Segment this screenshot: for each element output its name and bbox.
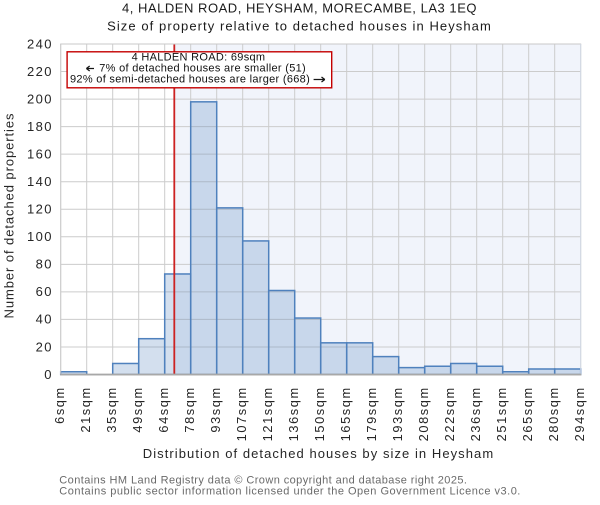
svg-text:21sqm: 21sqm <box>78 386 93 432</box>
svg-text:Number of detached properties: Number of detached properties <box>2 113 17 319</box>
svg-text:236sqm: 236sqm <box>468 386 483 441</box>
svg-text:4, HALDEN ROAD, HEYSHAM, MOREC: 4, HALDEN ROAD, HEYSHAM, MORECAMBE, LA3 … <box>122 0 477 15</box>
svg-text:193sqm: 193sqm <box>390 386 405 441</box>
svg-text:240: 240 <box>27 36 53 51</box>
svg-text:180: 180 <box>27 119 53 134</box>
svg-text:251sqm: 251sqm <box>494 386 509 441</box>
svg-text:120: 120 <box>27 202 53 217</box>
svg-text:208sqm: 208sqm <box>416 386 431 441</box>
svg-text:107sqm: 107sqm <box>234 386 249 441</box>
svg-text:93sqm: 93sqm <box>208 386 223 432</box>
svg-text:Distribution of detached house: Distribution of detached houses by size … <box>143 446 494 461</box>
svg-text:150sqm: 150sqm <box>312 386 327 441</box>
svg-text:265sqm: 265sqm <box>520 386 535 441</box>
svg-text:49sqm: 49sqm <box>130 386 145 432</box>
svg-text:140: 140 <box>27 174 53 189</box>
svg-text:20: 20 <box>36 339 53 354</box>
svg-text:64sqm: 64sqm <box>156 386 171 432</box>
svg-text:Contains public sector informa: Contains public sector information licen… <box>59 486 521 498</box>
svg-text:0: 0 <box>44 367 53 382</box>
svg-text:80: 80 <box>36 257 53 272</box>
svg-text:179sqm: 179sqm <box>364 386 379 441</box>
svg-text:Contains HM Land Registry data: Contains HM Land Registry data © Crown c… <box>59 474 467 486</box>
svg-text:7% of detached houses are smal: 7% of detached houses are smaller (51) <box>99 63 306 75</box>
svg-text:165sqm: 165sqm <box>338 386 353 441</box>
svg-text:100: 100 <box>27 229 53 244</box>
svg-text:78sqm: 78sqm <box>182 386 197 432</box>
svg-text:35sqm: 35sqm <box>104 386 119 432</box>
svg-text:222sqm: 222sqm <box>442 386 457 441</box>
svg-text:136sqm: 136sqm <box>286 386 301 441</box>
svg-text:60: 60 <box>36 284 53 299</box>
svg-text:6sqm: 6sqm <box>52 386 67 424</box>
svg-text:40: 40 <box>36 312 53 327</box>
svg-text:294sqm: 294sqm <box>572 386 587 441</box>
svg-text:Size of property relative to d: Size of property relative to detached ho… <box>107 19 492 34</box>
svg-text:280sqm: 280sqm <box>546 386 561 441</box>
svg-text:4 HALDEN ROAD: 69sqm: 4 HALDEN ROAD: 69sqm <box>132 52 266 64</box>
svg-text:121sqm: 121sqm <box>260 386 275 441</box>
svg-text:160: 160 <box>27 147 53 162</box>
svg-text:220: 220 <box>27 64 53 79</box>
svg-text:92% of semi-detached houses ar: 92% of semi-detached houses are larger (… <box>70 73 310 85</box>
svg-text:200: 200 <box>27 91 53 106</box>
